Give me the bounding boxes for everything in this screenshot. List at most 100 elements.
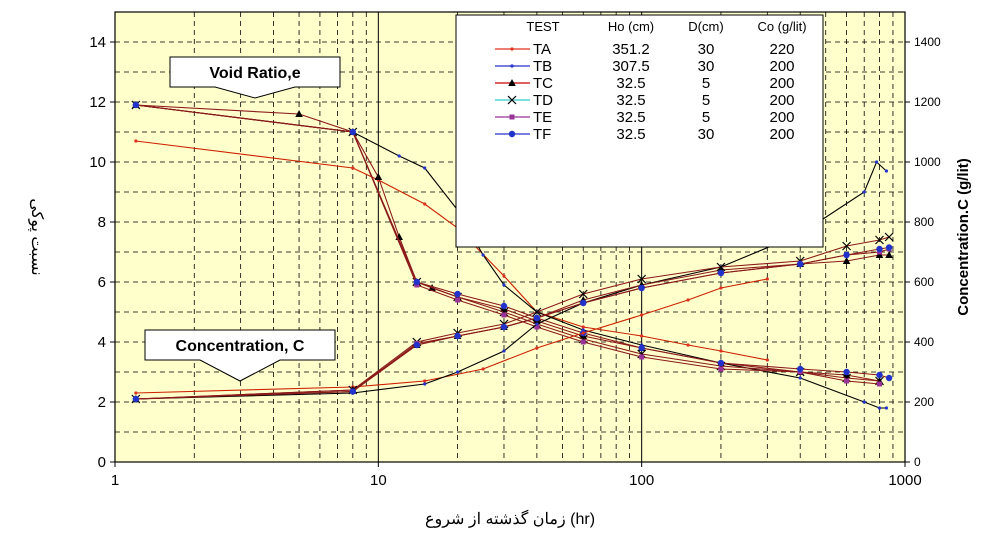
- legend-cell: 200: [769, 109, 794, 126]
- point-ta-void-ratio: [765, 358, 769, 362]
- legend-cell: 200: [769, 126, 794, 143]
- y-tick-label: 0: [98, 454, 106, 471]
- legend-header: Ho (cm): [608, 19, 654, 34]
- legend-cell: 307.5: [612, 58, 650, 75]
- point-ta-void-ratio: [640, 334, 644, 338]
- legend-cell: TD: [533, 92, 553, 109]
- legend-cell: 30: [698, 58, 715, 75]
- point-tf-void-ratio: [349, 128, 357, 136]
- point-td-concentration: [578, 289, 588, 299]
- y-tick-label: 12: [89, 94, 106, 111]
- point-tf-concentration: [533, 314, 541, 322]
- x-axis-title-text: زمان گذشته از شروع: [425, 509, 570, 528]
- point-te-void-ratio: [639, 354, 645, 360]
- point-tf-void-ratio: [413, 278, 421, 286]
- point-tb-void-ratio: [502, 283, 506, 287]
- point-tf-concentration: [885, 244, 893, 251]
- y-tick-label: 8: [98, 214, 106, 231]
- point-tf-concentration: [349, 388, 357, 395]
- plot-frame: [114, 11, 906, 463]
- y2-tick-label: 1200: [914, 95, 941, 109]
- point-td-concentration: [884, 232, 894, 242]
- y2-tick-label: 200: [914, 395, 934, 409]
- y2-tick-label: 1400: [914, 35, 941, 49]
- point-te-void-ratio: [501, 312, 507, 318]
- y-tick-label: 4: [98, 334, 106, 351]
- point-ta-concentration: [686, 298, 690, 302]
- point-tf-concentration: [638, 284, 645, 292]
- legend-box: [455, 14, 824, 248]
- point-ta-void-ratio: [686, 343, 690, 347]
- point-tb-concentration: [456, 370, 460, 374]
- legend-swatch-marker: [508, 79, 516, 86]
- point-td-concentration: [532, 307, 542, 317]
- point-tb-void-ratio: [877, 406, 882, 410]
- point-ta-concentration: [134, 391, 138, 395]
- point-tf-concentration: [132, 395, 140, 403]
- point-ta-void-ratio: [502, 274, 506, 278]
- legend-swatch-marker: [510, 47, 514, 51]
- legend-header: Co (g/lit): [757, 19, 806, 34]
- series-line-te-void-ratio: [135, 104, 880, 385]
- point-tb-concentration: [535, 322, 539, 326]
- legend-cell: TB: [533, 58, 552, 75]
- y2-tick-label: 400: [914, 335, 934, 349]
- x-tick-label: 100: [629, 472, 654, 489]
- point-ta-void-ratio: [351, 166, 355, 170]
- point-ta-concentration: [423, 379, 427, 383]
- point-tf-concentration: [797, 260, 804, 268]
- point-tf-void-ratio: [843, 368, 850, 376]
- point-tc-void-ratio: [295, 110, 303, 117]
- point-tf-concentration: [580, 299, 587, 307]
- legend-cell: TE: [533, 109, 552, 126]
- y-tick-label: 14: [89, 34, 106, 51]
- x-tick-label: 1: [111, 472, 119, 489]
- point-td-concentration: [875, 235, 884, 245]
- legend-header: TEST: [526, 19, 559, 34]
- legend-cell: 220: [769, 41, 794, 58]
- point-tb-void-ratio: [862, 400, 866, 404]
- y-tick-label: 6: [98, 274, 106, 291]
- point-tb-void-ratio: [397, 154, 401, 158]
- point-tf-void-ratio: [885, 374, 893, 382]
- legend-swatch-marker: [510, 64, 514, 68]
- point-tb-concentration: [502, 349, 506, 353]
- x-axis-title-unit: (hr): [570, 511, 595, 528]
- series-line-tc-void-ratio: [135, 104, 880, 382]
- point-tf-concentration: [843, 251, 850, 259]
- concentration-callout-box: [144, 329, 336, 382]
- point-tf-void-ratio: [638, 344, 645, 352]
- point-ta-concentration: [481, 367, 485, 371]
- void-ratio-callout-label: Void Ratio,e: [209, 65, 300, 82]
- point-tb-void-ratio: [884, 406, 889, 410]
- point-tf-concentration: [876, 245, 883, 253]
- y2-tick-label: 600: [914, 275, 934, 289]
- point-td-concentration: [842, 241, 852, 251]
- point-te-void-ratio: [580, 339, 586, 345]
- point-ta-void-ratio: [581, 325, 585, 329]
- point-tf-void-ratio: [797, 365, 804, 373]
- point-te-void-ratio: [534, 324, 540, 330]
- point-tc-concentration: [842, 257, 851, 264]
- legend-cell: 200: [769, 75, 794, 92]
- legend-cell: 32.5: [616, 92, 645, 109]
- point-tc-void-ratio: [374, 173, 383, 180]
- legend-cell: 200: [769, 92, 794, 109]
- legend-header: D(cm): [688, 19, 723, 34]
- point-tf-void-ratio: [717, 359, 725, 367]
- void-ratio-callout: Void Ratio,e: [169, 56, 341, 99]
- point-tb-void-ratio: [423, 166, 427, 170]
- legend-cell: 30: [698, 126, 715, 143]
- y2-axis-title: Concentration.C (g/lit): [955, 158, 972, 316]
- y-tick-label: 10: [89, 154, 106, 171]
- point-ta-concentration: [719, 286, 723, 290]
- point-ta-void-ratio: [423, 202, 427, 206]
- point-ta-void-ratio: [719, 349, 723, 353]
- point-ta-concentration: [535, 346, 539, 350]
- point-tb-concentration: [423, 382, 427, 386]
- y2-tick-label: 800: [914, 215, 934, 229]
- series-line-ta-void-ratio: [135, 140, 768, 361]
- legend-cell: 5: [702, 109, 710, 126]
- y2-tick-label: 0: [914, 455, 921, 469]
